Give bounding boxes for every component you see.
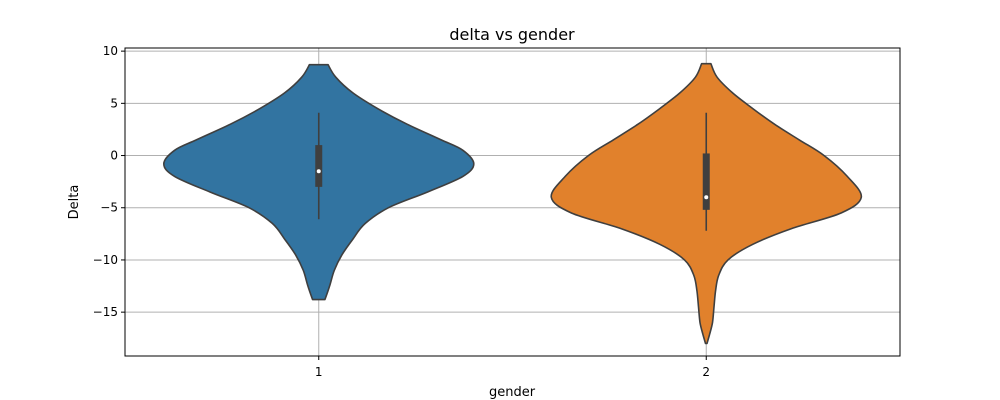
y-tick-label: 10 <box>103 44 118 58</box>
y-tick-label: −10 <box>93 253 118 267</box>
y-axis-label: Delta <box>67 185 82 220</box>
y-axis-ticks: 10 5 0 −5 −10 −15 <box>93 44 125 319</box>
x-tick-label: 2 <box>702 365 710 379</box>
median-point-1 <box>316 169 321 174</box>
median-point-2 <box>704 195 709 200</box>
x-axis-label: gender <box>489 385 536 400</box>
violins <box>163 62 863 345</box>
y-tick-label: −5 <box>100 201 118 215</box>
y-tick-label: −15 <box>93 305 118 319</box>
y-tick-label: 0 <box>110 149 118 163</box>
iqr-box-1 <box>315 145 323 187</box>
plot-frame <box>124 47 901 357</box>
y-tick-label: 5 <box>110 96 118 110</box>
iqr-box-2 <box>702 153 710 210</box>
chart-title: delta vs gender <box>449 25 575 44</box>
x-tick-label: 1 <box>315 365 323 379</box>
